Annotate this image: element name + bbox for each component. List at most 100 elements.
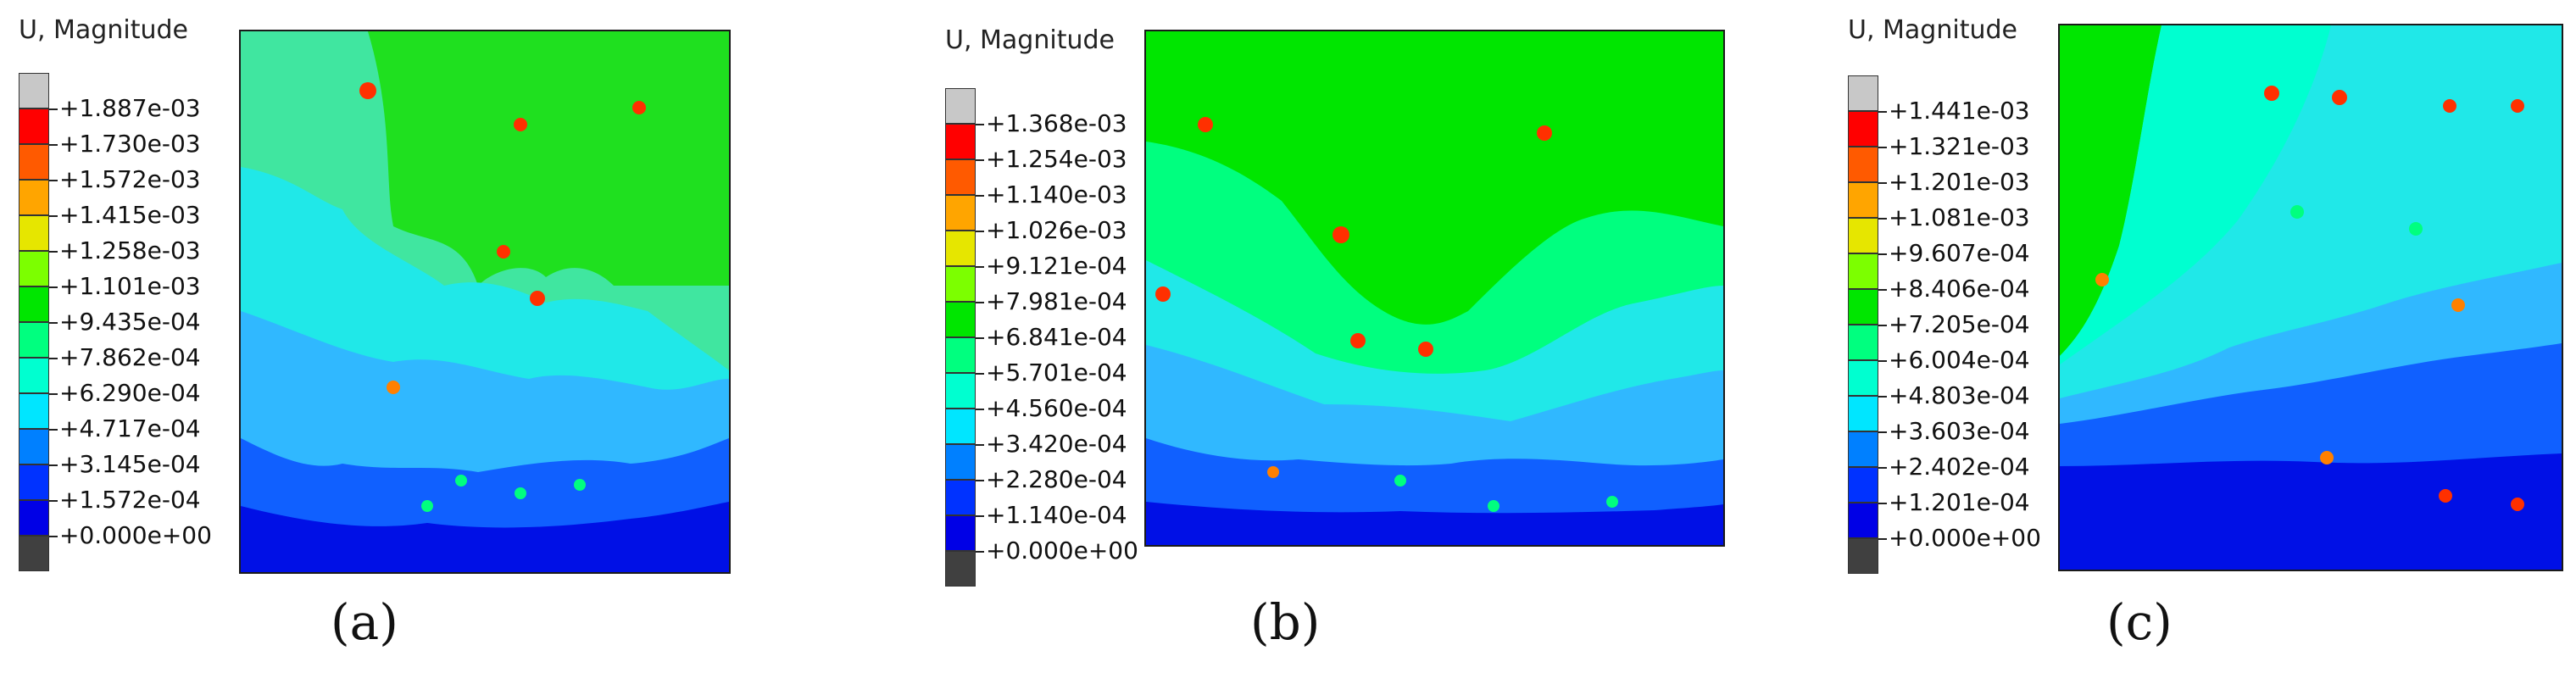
legend-swatch — [1848, 182, 1878, 218]
stress-hotspots — [2095, 86, 2524, 511]
legend-swatch — [1848, 538, 1878, 574]
legend-value: +5.701e-04 — [986, 359, 1127, 386]
legend-swatch — [1848, 360, 1878, 396]
legend-value: +6.004e-04 — [1889, 346, 2030, 374]
panel-b: U, Magnitude +1.368e-03 +1.254e-03 +1.140e… — [928, 0, 1776, 684]
legend-swatch — [945, 373, 976, 409]
legend-value: +7.981e-04 — [986, 287, 1127, 315]
legend-value: +9.435e-04 — [59, 308, 201, 336]
legend-tick — [976, 124, 984, 125]
legend-tick — [49, 286, 58, 288]
legend-title: U, Magnitude — [945, 25, 1115, 55]
contour-plot — [239, 30, 731, 574]
legend-tick — [976, 515, 984, 517]
legend-swatch — [1848, 253, 1878, 289]
legend-value: +1.254e-03 — [986, 145, 1127, 173]
legend-swatch — [1848, 75, 1878, 111]
legend-tick — [1878, 253, 1887, 255]
legend-value: +1.258e-03 — [59, 236, 201, 264]
legend-swatch — [1848, 467, 1878, 503]
legend-tick — [49, 144, 58, 146]
legend-swatch — [1848, 218, 1878, 253]
legend-value: +3.420e-04 — [986, 430, 1127, 458]
legend-value: +1.887e-03 — [59, 94, 201, 122]
legend-swatch — [945, 551, 976, 587]
legend-value: +2.280e-04 — [986, 465, 1127, 493]
legend-tick — [1878, 147, 1887, 148]
legend-swatch — [19, 429, 49, 464]
legend-swatch — [19, 73, 49, 108]
legend-tick — [49, 108, 58, 110]
contour-plot — [1144, 30, 1725, 547]
legend-value: +1.140e-03 — [986, 181, 1127, 209]
legend-tick — [1878, 396, 1887, 398]
legend-swatch — [945, 266, 976, 302]
panel-a: U, Magnitude +1.887e-03 +1.730e-03 +1.572e… — [0, 0, 848, 684]
legend-swatch — [945, 409, 976, 444]
legend-swatch — [19, 393, 49, 429]
legend-value: +6.841e-04 — [986, 323, 1127, 351]
contour-plot-svg — [1146, 31, 1723, 545]
legend-swatch — [19, 322, 49, 358]
legend-swatch — [1848, 111, 1878, 147]
legend-swatch — [19, 500, 49, 536]
legend-swatch — [1848, 147, 1878, 182]
legend-value: +1.081e-03 — [1889, 203, 2030, 231]
legend-tick — [1878, 289, 1887, 291]
legend-swatch — [945, 159, 976, 195]
legend-tick — [976, 159, 984, 161]
legend-swatch — [19, 108, 49, 144]
legend-tick — [49, 536, 58, 537]
legend-value: +3.145e-04 — [59, 450, 201, 478]
legend-swatch — [19, 286, 49, 322]
legend-value: +7.205e-04 — [1889, 310, 2030, 338]
legend-swatch — [19, 251, 49, 286]
legend-value: +1.730e-03 — [59, 130, 201, 158]
legend-value: +1.572e-04 — [59, 486, 201, 514]
legend-tick — [1878, 503, 1887, 504]
contour-plot — [2058, 24, 2563, 571]
legend-value: +4.717e-04 — [59, 414, 201, 442]
legend-swatch — [19, 358, 49, 393]
legend-value: +2.402e-04 — [1889, 453, 2030, 481]
legend-tick — [49, 215, 58, 217]
legend-swatch — [945, 337, 976, 373]
legend-tick — [49, 464, 58, 466]
legend-value: +0.000e+00 — [1889, 524, 2041, 552]
legend-value: +8.406e-04 — [1889, 275, 2030, 303]
legend-title: U, Magnitude — [19, 15, 188, 45]
legend-value: +9.607e-04 — [1889, 239, 2030, 267]
legend-tick — [976, 444, 984, 446]
legend-swatch — [1848, 503, 1878, 538]
legend-value: +1.572e-03 — [59, 165, 201, 193]
stress-hotspots — [1155, 117, 1618, 512]
contour-plot-svg — [2060, 25, 2562, 570]
legend-swatch — [1848, 431, 1878, 467]
panel-caption: (a) — [331, 593, 398, 651]
legend-tick — [49, 180, 58, 181]
legend-tick — [976, 266, 984, 268]
legend-tick — [1878, 467, 1887, 469]
legend-tick — [976, 231, 984, 232]
legend-tick — [976, 337, 984, 339]
legend-tick — [1878, 182, 1887, 184]
legend-swatch — [945, 124, 976, 159]
legend-swatch — [945, 444, 976, 480]
legend-value: +1.140e-04 — [986, 501, 1127, 529]
legend-tick — [1878, 538, 1887, 540]
legend-swatch — [945, 195, 976, 231]
contour-plot-svg — [241, 31, 729, 572]
legend-tick — [1878, 111, 1887, 113]
legend-value: +1.026e-03 — [986, 216, 1127, 244]
legend-value: +0.000e+00 — [59, 521, 212, 549]
legend-value: +7.862e-04 — [59, 343, 201, 371]
legend-value: +1.321e-03 — [1889, 132, 2030, 160]
legend-value: +1.201e-04 — [1889, 488, 2030, 516]
legend-value: +6.290e-04 — [59, 379, 201, 407]
legend-tick — [49, 429, 58, 431]
legend-value: +1.441e-03 — [1889, 97, 2030, 125]
legend-value: +3.603e-04 — [1889, 417, 2030, 445]
legend-tick — [976, 302, 984, 303]
legend-tick — [1878, 431, 1887, 433]
legend-tick — [976, 195, 984, 197]
